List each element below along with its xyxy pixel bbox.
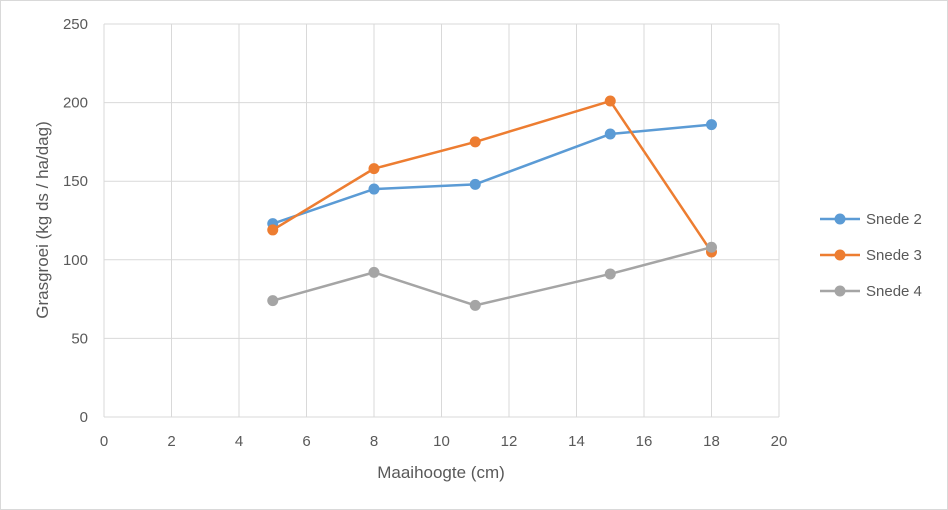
y-tick-label: 50 [71, 330, 88, 347]
legend-swatch-marker [834, 285, 846, 297]
x-axis-title: Maaihoogte (cm) [377, 463, 505, 482]
data-point [368, 266, 380, 278]
data-point [604, 268, 616, 280]
data-point [267, 224, 279, 236]
legend-label: Snede 4 [866, 283, 922, 300]
x-tick-label: 4 [235, 433, 243, 450]
data-point [469, 299, 481, 311]
y-axis-title: Grasgroei (kg ds / ha/dag) [33, 121, 52, 318]
y-tick-label: 0 [80, 409, 88, 426]
x-tick-label: 16 [636, 433, 653, 450]
x-tick-label: 8 [370, 433, 378, 450]
series-line [272, 246, 712, 307]
data-point [604, 128, 616, 140]
series-line [272, 123, 712, 225]
y-tick-label: 150 [63, 173, 88, 190]
x-tick-label: 0 [100, 433, 108, 450]
data-point [706, 119, 717, 131]
x-tick-label: 20 [771, 433, 788, 450]
grid-lines [103, 23, 780, 418]
y-tick-label: 200 [63, 95, 88, 112]
series-snede-2 [267, 119, 717, 230]
x-tick-label: 12 [501, 433, 518, 450]
series-snede-3 [267, 95, 717, 258]
legend-item: Snede 2 [820, 211, 922, 228]
x-tick-label: 14 [568, 433, 585, 450]
legend-item: Snede 3 [820, 247, 922, 264]
data-point [469, 178, 481, 190]
y-tick-label: 250 [63, 16, 88, 33]
data-point [706, 241, 717, 253]
series-group [267, 95, 717, 311]
data-point [604, 95, 616, 107]
x-tick-label: 18 [703, 433, 720, 450]
legend-item: Snede 4 [820, 283, 922, 300]
legend-swatch-marker [834, 249, 846, 261]
x-tick-label: 6 [302, 433, 310, 450]
legend: Snede 2 Snede 3 Snede 4 [820, 211, 922, 300]
x-tick-label: 10 [433, 433, 450, 450]
legend-label: Snede 2 [866, 211, 922, 228]
series-snede-4 [267, 241, 717, 311]
data-point [368, 183, 380, 195]
x-tick-label: 2 [167, 433, 175, 450]
data-point [267, 295, 279, 307]
data-point [368, 163, 380, 175]
data-point [469, 136, 481, 148]
y-tick-label: 100 [63, 252, 88, 269]
legend-swatch-marker [834, 213, 846, 225]
legend-label: Snede 3 [866, 247, 922, 264]
series-line [272, 99, 713, 253]
